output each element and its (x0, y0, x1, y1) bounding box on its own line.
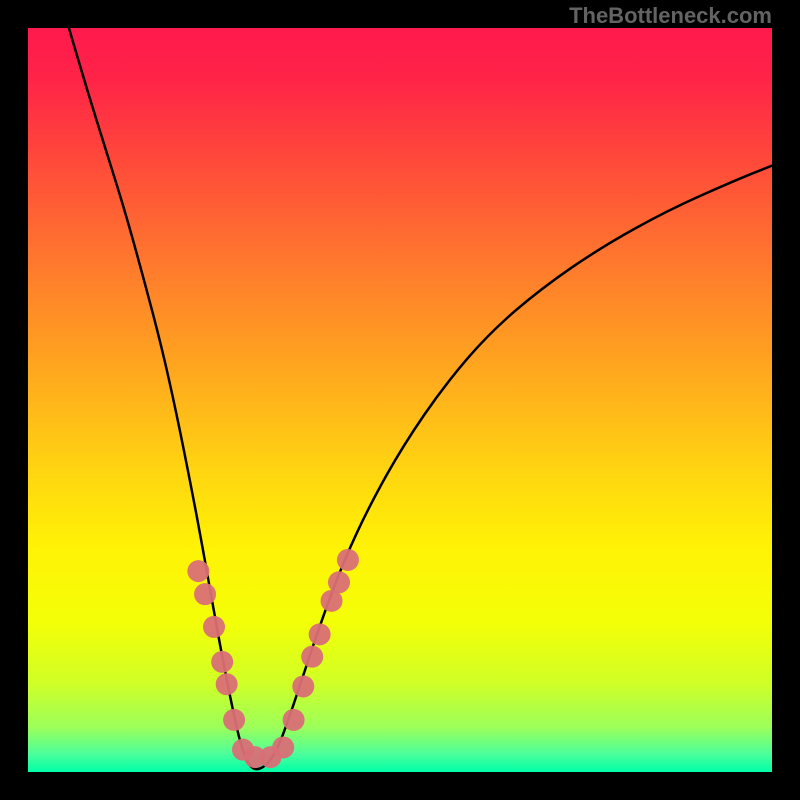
marker-point (272, 736, 294, 758)
marker-point (187, 560, 209, 582)
marker-point (301, 646, 323, 668)
overlay-svg (0, 0, 800, 800)
watermark-text: TheBottleneck.com (569, 3, 772, 29)
marker-point (203, 616, 225, 638)
marker-point (292, 675, 314, 697)
marker-point (194, 583, 216, 605)
marker-point (211, 651, 233, 673)
marker-point (309, 623, 331, 645)
marker-point (283, 709, 305, 731)
bottleneck-curve (69, 28, 772, 769)
markers-group (187, 549, 359, 768)
marker-point (337, 549, 359, 571)
marker-point (328, 571, 350, 593)
chart-container: TheBottleneck.com (0, 0, 800, 800)
marker-point (223, 709, 245, 731)
marker-point (216, 673, 238, 695)
